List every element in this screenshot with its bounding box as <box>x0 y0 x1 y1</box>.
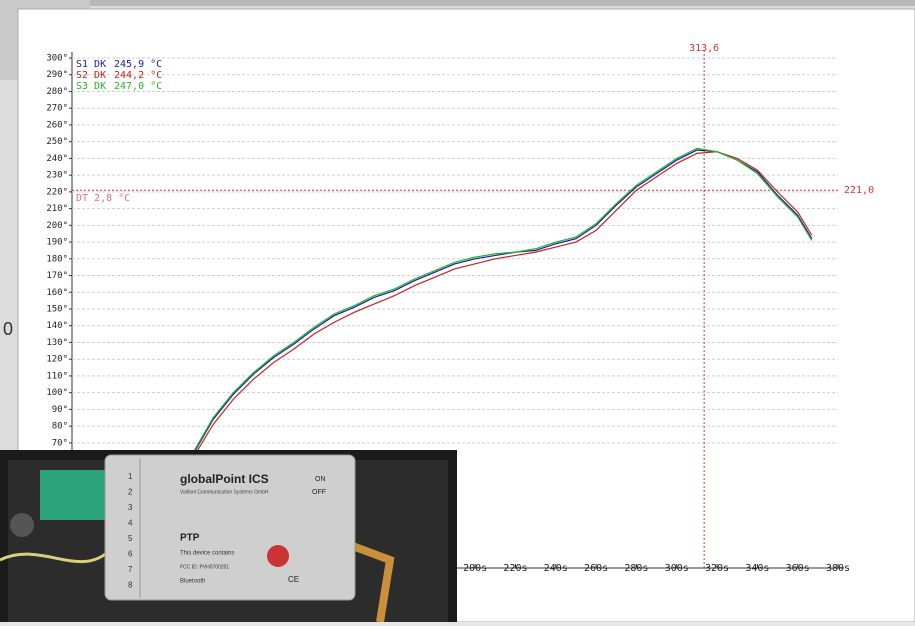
port-number: 3 <box>128 503 133 512</box>
seal <box>267 545 289 567</box>
port-number: 1 <box>128 472 133 481</box>
y-tick-label: 110° <box>46 371 68 381</box>
port-number: 4 <box>128 519 133 528</box>
y-tick-label: 140° <box>46 321 68 331</box>
top-bar <box>0 0 915 6</box>
x-tick-label: 200s <box>463 563 487 574</box>
y-tick-label: 280° <box>46 87 68 97</box>
screenshot: 0 70° 80° 90° 100° 110° 120° 130° 140° 150° 160° 1… <box>0 0 915 622</box>
legend-name: S3 DK <box>76 81 106 92</box>
edge-text: 0 <box>3 319 13 339</box>
x-tick-label: 240s <box>544 563 568 574</box>
port-number: 7 <box>128 565 133 574</box>
x-tick-label: 320s <box>705 563 729 574</box>
x-tick-label: 340s <box>745 563 769 574</box>
y-tick-label: 170° <box>46 271 68 281</box>
cursor-y-label: 221,0 <box>844 185 874 196</box>
port-number: 5 <box>128 534 133 543</box>
y-tick-label: 200° <box>46 221 68 231</box>
legend-name: S2 DK <box>76 70 106 81</box>
device-off: OFF <box>312 489 326 496</box>
device-model: PTP <box>180 533 200 544</box>
device-bluetooth: Bluetooth <box>180 579 205 585</box>
y-tick-label: 100° <box>46 388 68 398</box>
y-tick-label: 150° <box>46 305 68 315</box>
y-tick-label: 250° <box>46 137 68 147</box>
y-tick-label: 180° <box>46 254 68 264</box>
y-tick-label: 160° <box>46 288 68 298</box>
y-tick-label: 220° <box>46 187 68 197</box>
device-note: This device contains <box>180 551 234 557</box>
y-tick-label: 300° <box>46 54 68 64</box>
port-number: 8 <box>128 581 133 590</box>
legend-readout: 245,9 °C <box>114 59 162 70</box>
y-tick-label: 290° <box>46 70 68 80</box>
y-tick-label: 90° <box>52 405 68 415</box>
device-on: ON <box>315 476 326 483</box>
device-fcc: FCC ID: PVH0700201 <box>180 564 229 570</box>
x-tick-label: 260s <box>584 563 608 574</box>
x-tick-label: 380s <box>826 563 850 574</box>
annotation: DT 2,8 °C <box>76 193 130 204</box>
device-ce: CE <box>288 575 299 584</box>
y-tick-label: 210° <box>46 204 68 214</box>
x-tick-label: 220s <box>503 563 527 574</box>
page: 0 70° 80° 90° 100° 110° 120° 130° 140° 150° 160° 1… <box>0 0 915 622</box>
y-tick-label: 270° <box>46 104 68 114</box>
y-tick-label: 240° <box>46 154 68 164</box>
connector <box>40 470 110 520</box>
y-tick-label: 260° <box>46 120 68 130</box>
port-number: 2 <box>128 488 133 497</box>
y-tick-label: 130° <box>46 338 68 348</box>
x-tick-label: 300s <box>665 563 689 574</box>
y-tick-label: 80° <box>52 422 68 432</box>
device-title: globalPoint ICS <box>180 472 269 486</box>
y-tick-label: 120° <box>46 355 68 365</box>
legend-readout: 244,2 °C <box>114 70 162 81</box>
port-number: 6 <box>128 550 133 559</box>
x-tick-label: 280s <box>624 563 648 574</box>
legend-readout: 247,0 °C <box>114 81 162 92</box>
y-tick-label: 190° <box>46 238 68 248</box>
cursor-x-label: 313,6 <box>689 43 719 54</box>
device-subtitle: Vaillant Communication Systems GmbH <box>180 489 269 495</box>
y-tick-label: 70° <box>52 438 68 448</box>
y-tick-label: 230° <box>46 171 68 181</box>
x-tick-label: 360s <box>786 563 810 574</box>
photo: 1 2 3 4 5 6 7 8 globalPoint ICS Vaillant Commun… <box>0 450 457 622</box>
knob <box>10 513 34 537</box>
legend-name: S1 DK <box>76 59 106 70</box>
